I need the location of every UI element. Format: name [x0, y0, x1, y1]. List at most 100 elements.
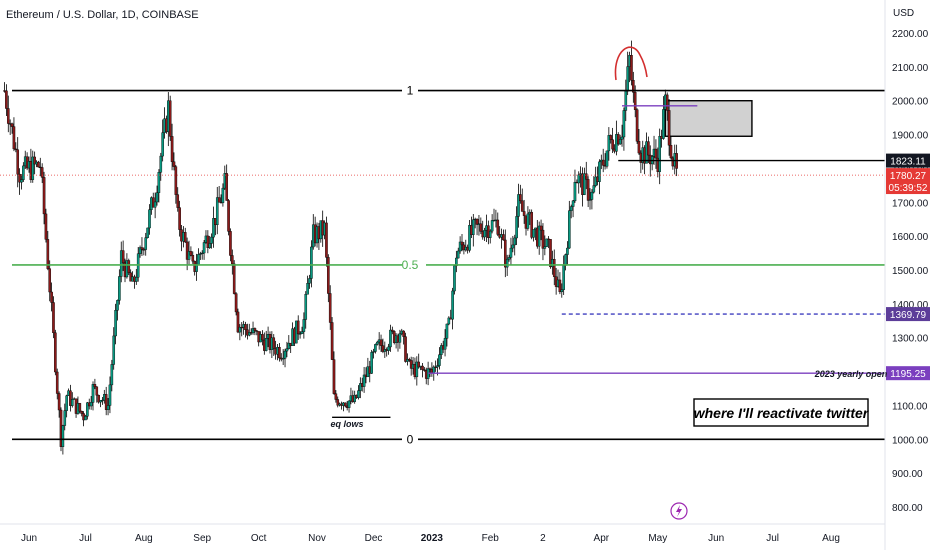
candle-body [229, 231, 232, 256]
candle-body [387, 346, 390, 351]
candle-body [436, 365, 439, 368]
candle-body [116, 300, 119, 311]
x-tick-label: Oct [251, 533, 267, 544]
candle-body [541, 229, 545, 249]
candle-body [451, 290, 454, 320]
top-arc-annotation [614, 46, 648, 81]
candle-body [513, 237, 517, 246]
price-tag-text: 1369.79 [890, 310, 927, 321]
candle-body [601, 159, 605, 166]
candle-body [69, 390, 72, 406]
y-tick-label: 1000.00 [892, 435, 929, 446]
candle-body [428, 368, 432, 370]
candle-body [302, 319, 306, 332]
candle-body [153, 201, 157, 208]
candle-body [439, 345, 443, 355]
price-tag [886, 307, 930, 322]
candle-body [552, 259, 556, 277]
candle-body [353, 394, 356, 402]
candle-body [304, 294, 308, 320]
candle-body [328, 293, 332, 323]
candle-body [234, 293, 238, 313]
candle-body [598, 161, 601, 182]
y-tick-label: 1500.00 [892, 266, 929, 277]
candle-body [18, 173, 21, 183]
price-axis[interactable]: 800.00900.001000.001100.001200.001300.00… [892, 29, 929, 514]
y-tick-label: 900.00 [892, 469, 923, 480]
candle-body [33, 156, 36, 165]
candle-body [543, 246, 547, 249]
candle-body [472, 219, 475, 235]
candle-body [238, 326, 242, 333]
candle-body [607, 135, 611, 152]
candle-body [20, 179, 23, 183]
x-tick-label: 2 [540, 533, 546, 544]
note-text: where I'll reactivate twitter [694, 405, 870, 421]
y-tick-label: 2000.00 [892, 97, 929, 108]
candle-body [423, 369, 426, 371]
candle-body [343, 402, 347, 407]
candle-body [334, 393, 338, 400]
candle-body [558, 279, 562, 293]
candle-body [168, 100, 172, 137]
candle-body [669, 145, 673, 159]
candle-body [16, 149, 20, 175]
candle-body [526, 213, 530, 229]
candle-body [635, 109, 639, 142]
candle-body [227, 200, 230, 232]
candle-body [586, 179, 590, 201]
candle-body [359, 383, 362, 391]
candle-body [142, 249, 146, 251]
candle-body [97, 394, 100, 403]
candle-body [620, 136, 624, 140]
candle-body [244, 324, 247, 331]
candle-body [505, 258, 509, 268]
x-tick-label: Jul [79, 533, 92, 544]
candle-body [183, 232, 187, 243]
candle-body [208, 243, 212, 248]
candle-body [332, 359, 336, 394]
candle-body [95, 386, 99, 396]
candle-body [99, 400, 102, 403]
fib-1-label: 1 [407, 84, 414, 98]
candle-body [172, 161, 176, 167]
candle-body [347, 400, 351, 408]
candle-body [253, 328, 257, 331]
candle-body [278, 347, 281, 359]
candle-body [161, 132, 164, 157]
candle-body [57, 393, 61, 411]
candle-body [255, 330, 259, 332]
price-tag-text: 1195.25 [890, 369, 926, 380]
candle-body [488, 230, 492, 238]
candle-body [633, 92, 637, 110]
candle-body [108, 384, 112, 406]
time-axis[interactable]: Jun Jul Aug Sep Oct Nov Dec 2023 Feb 2 Apr May Jun Ju… [21, 533, 840, 544]
candle-body [438, 354, 441, 366]
candle-body [511, 244, 515, 249]
candle-body [101, 399, 104, 402]
candle-body [118, 276, 121, 301]
candle-body [611, 139, 614, 150]
candle-body [202, 242, 206, 254]
y-tick-label: 1300.00 [892, 334, 929, 345]
candle-body [80, 410, 84, 414]
candle-body [569, 206, 573, 211]
candle-body [247, 332, 251, 336]
candle-body [22, 165, 25, 180]
x-tick-label: Aug [135, 533, 153, 544]
candle-body [496, 219, 500, 235]
candle-body [178, 207, 181, 230]
candle-body [308, 278, 311, 284]
candle-body [200, 252, 204, 255]
candle-body [381, 345, 385, 352]
candle-body [592, 185, 596, 193]
candle-body [159, 155, 163, 173]
x-tick-label: Nov [308, 533, 326, 544]
candle-body [522, 211, 526, 216]
candle-body [44, 213, 48, 240]
candle-body [584, 173, 588, 180]
candle-body [662, 109, 665, 139]
candle-body [379, 339, 383, 346]
candle-body [176, 194, 180, 208]
